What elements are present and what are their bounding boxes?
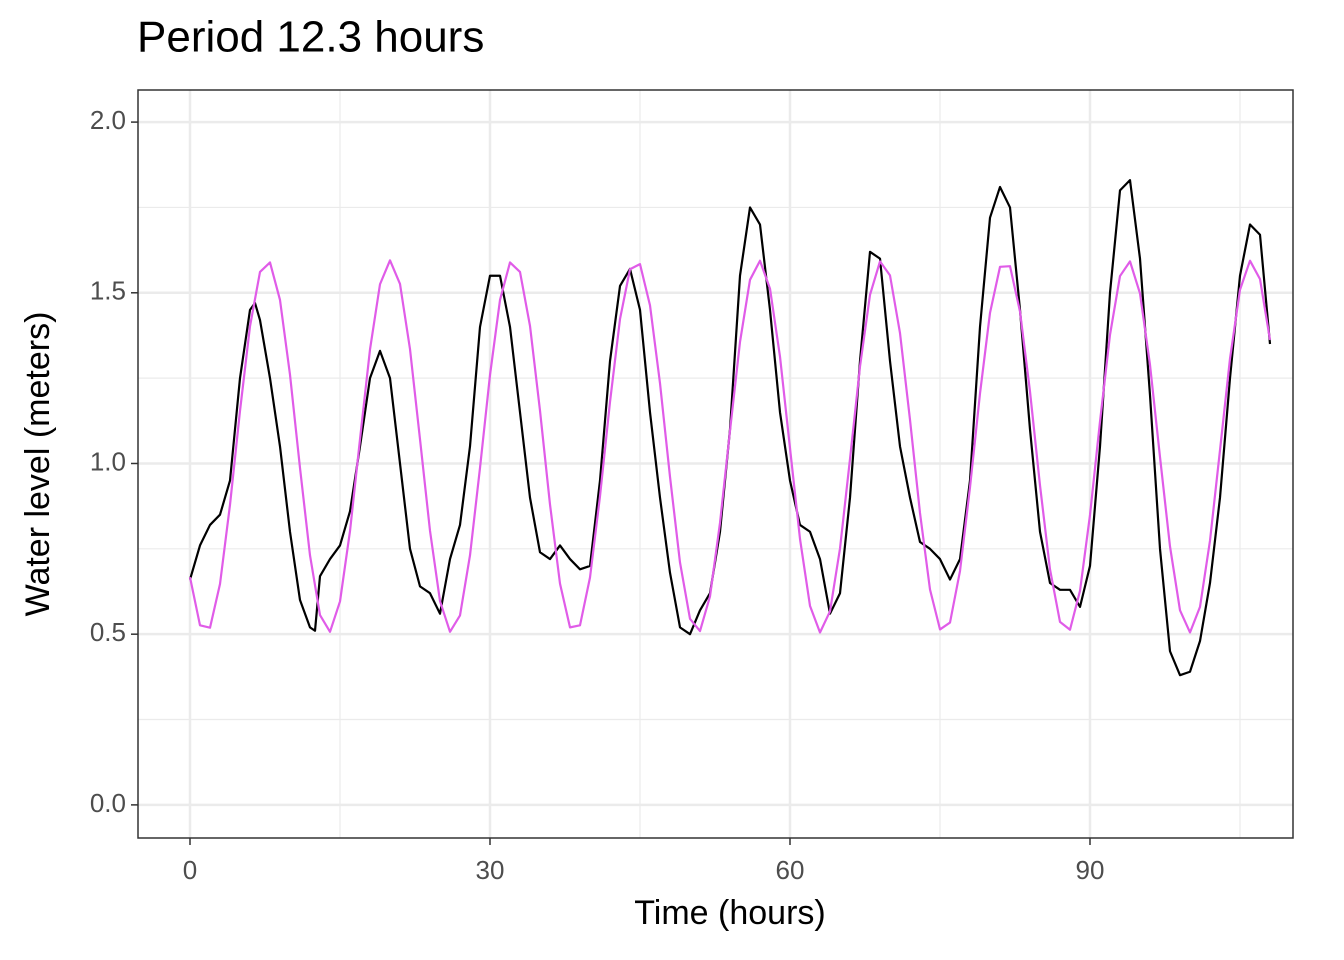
y-tick-label: 1.0 bbox=[90, 446, 126, 476]
x-tick-label: 0 bbox=[183, 855, 197, 885]
series-line bbox=[188, 259, 1272, 634]
y-axis-title: Water level (meters) bbox=[19, 312, 57, 617]
x-tick-label: 30 bbox=[476, 855, 505, 885]
y-tick-label: 0.5 bbox=[90, 617, 126, 647]
y-tick-label: 2.0 bbox=[90, 105, 126, 135]
series-line bbox=[188, 179, 1272, 677]
x-tick-label: 60 bbox=[776, 855, 805, 885]
y-tick-label: 1.5 bbox=[90, 276, 126, 306]
x-tick-label: 90 bbox=[1076, 855, 1105, 885]
chart-title: Period 12.3 hours bbox=[137, 13, 484, 62]
panel-border bbox=[137, 89, 1294, 839]
y-tick-label: 0.0 bbox=[90, 788, 126, 818]
x-axis-title: Time (hours) bbox=[634, 894, 825, 932]
